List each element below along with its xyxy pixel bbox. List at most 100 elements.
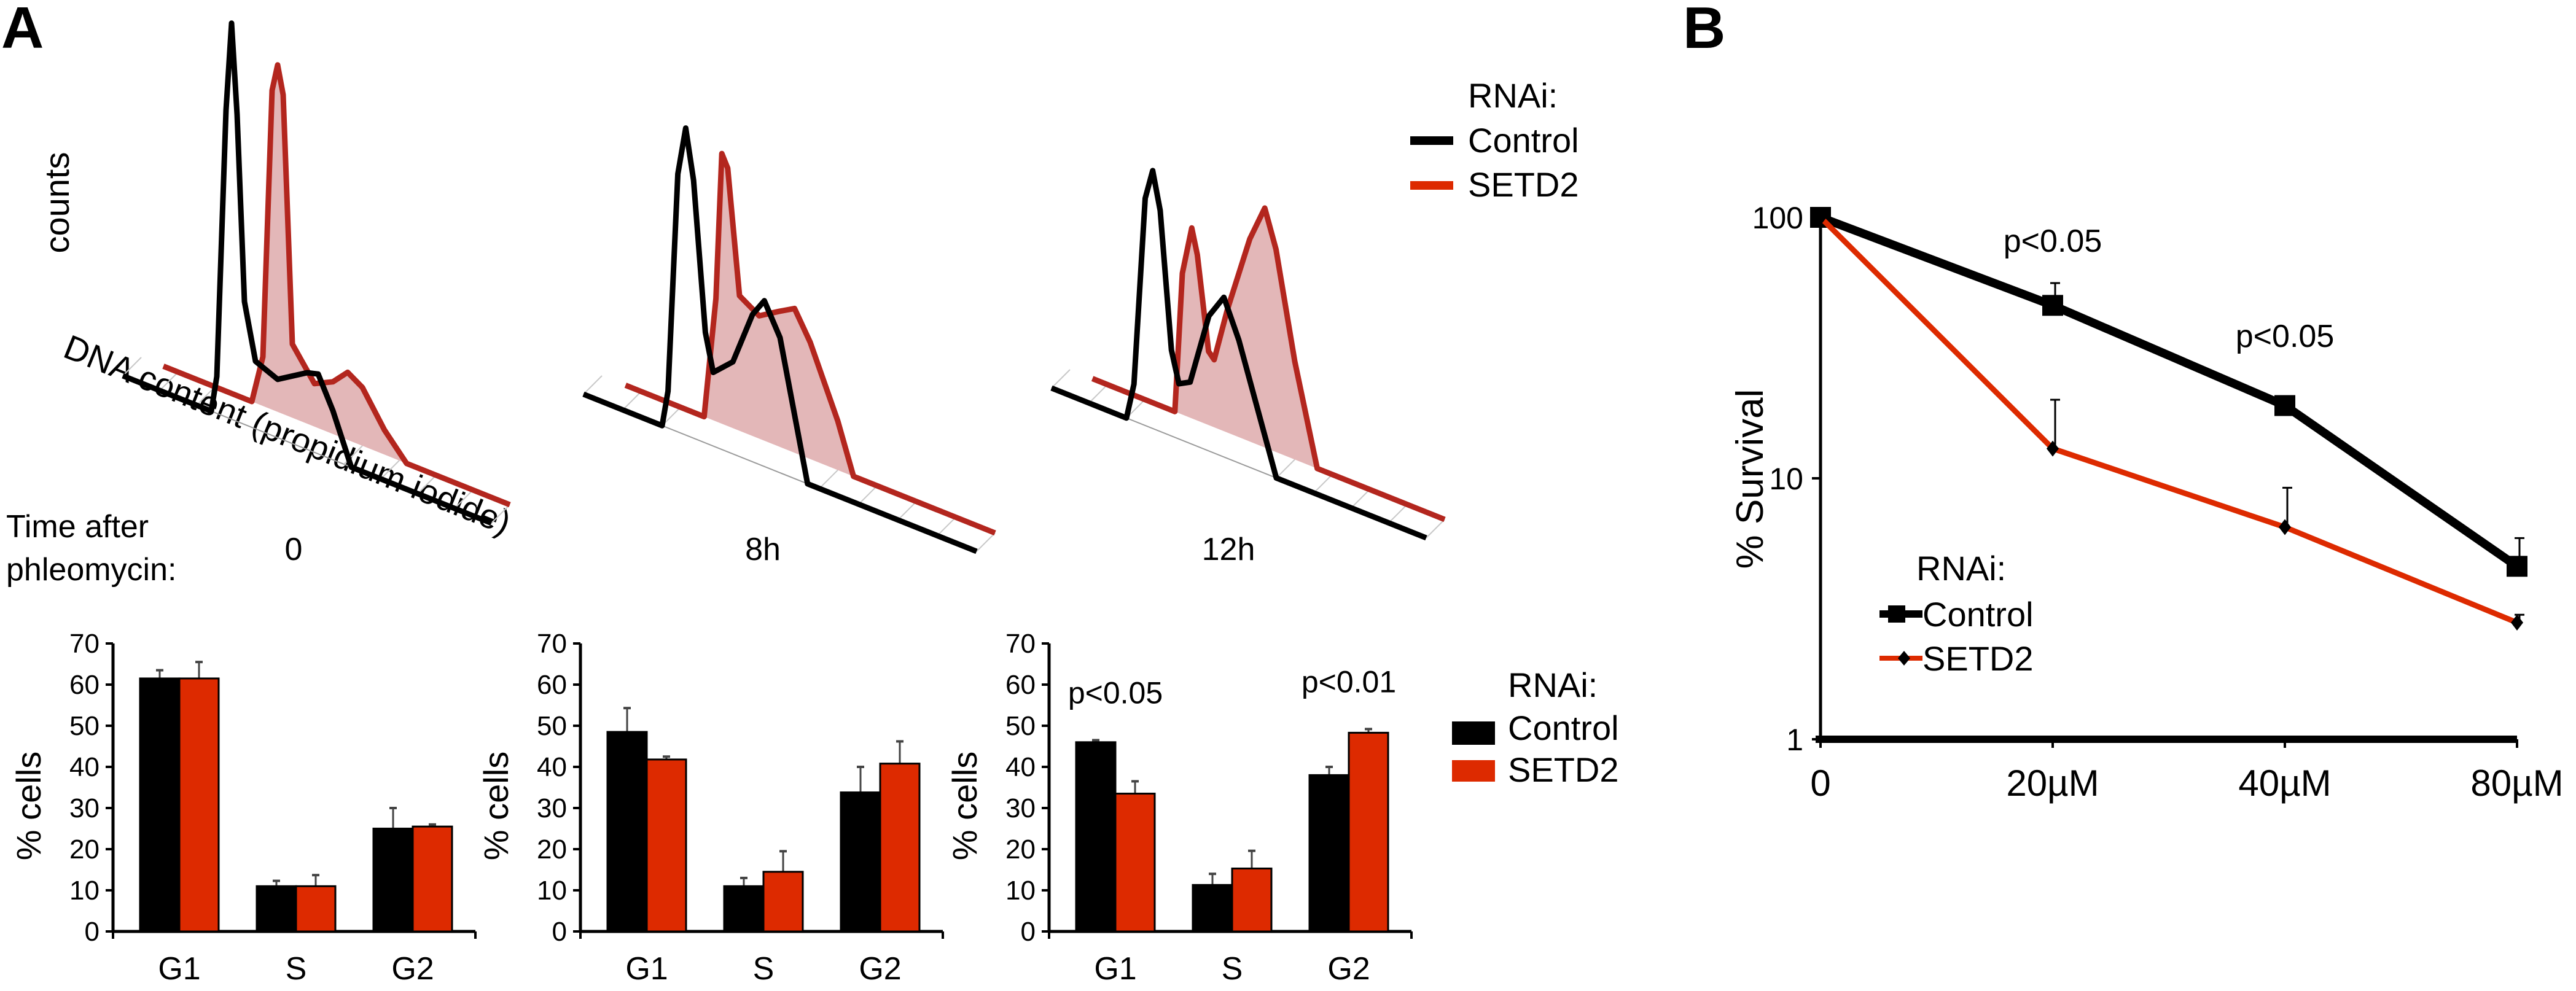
bar-chart-12h: 0 10 20 30 40 50 60 70 % cells G1 S G2 p<0.05 p<0.01 — [945, 629, 1413, 987]
survival-marker-square-icon — [2274, 395, 2295, 416]
survival-x-tick-label: 20µM — [2006, 763, 2099, 804]
histogram-3 — [1050, 168, 1446, 541]
bar-y-tick-label: 50 — [537, 711, 567, 741]
survival-marker-diamond-icon — [2279, 519, 2291, 535]
survival-marker-diamond-icon — [2511, 614, 2523, 631]
bar-y-tick-label: 60 — [537, 670, 567, 700]
bar-y-axis-label: % cells — [945, 752, 984, 860]
bar-y-tick-label: 40 — [69, 752, 100, 782]
panel-label-a: A — [1, 0, 44, 61]
bar-y-tick-label: 20 — [537, 834, 567, 865]
bar-x-tick-label: G2 — [1327, 951, 1370, 987]
survival-y-tick-label: 100 — [1752, 201, 1803, 235]
bar-y-tick-label: 60 — [69, 670, 100, 700]
survival-significance-annotation: p<0.05 — [2236, 319, 2335, 354]
significance-annotation: p<0.05 — [1068, 675, 1163, 710]
bar-x-tick-label: G1 — [158, 951, 200, 987]
bar-legend-control: Control — [1508, 709, 1619, 747]
survival-line-setd2 — [1818, 215, 2518, 626]
survival-chart: % Survival RNAi: Control SETD2 1 10 100 0 20… — [1729, 201, 2564, 804]
bar-y-tick-label: 20 — [1005, 834, 1036, 865]
bar-legend-swatch-setd2 — [1452, 760, 1495, 782]
bar-x-tick-label: G2 — [859, 951, 901, 987]
survival-legend-diamond-marker-icon — [1898, 651, 1910, 666]
survival-x-tick-label: 0 — [1810, 763, 1830, 804]
histogram-grid-line — [417, 475, 437, 494]
survival-line-control — [1819, 213, 2519, 570]
bar-control-g2 — [1308, 774, 1350, 933]
histogram-legend-control: Control — [1468, 121, 1579, 160]
histogram-setd2-trace — [162, 62, 511, 508]
bar-legend-setd2: SETD2 — [1508, 750, 1619, 789]
bar-setd2-g2 — [879, 763, 921, 933]
timepoint-12h: 12h — [1202, 532, 1255, 567]
bar-y-axis-label: % cells — [9, 752, 48, 860]
histogram-setd2-trace — [624, 150, 996, 536]
bar-y-tick-label: 30 — [69, 793, 100, 823]
histogram-setd2-fill — [1092, 208, 1445, 519]
time-label-line2: phleomycin: — [6, 552, 176, 588]
bar-chart-8h: 0 10 20 30 40 50 60 70 % cells G1 S G2 — [477, 629, 944, 987]
timepoint-8h: 8h — [745, 532, 781, 567]
survival-marker-square-icon — [2042, 295, 2063, 316]
bar-setd2-g1 — [178, 677, 220, 933]
histogram-grid-line — [1088, 384, 1108, 404]
histogram-grid-line — [122, 357, 142, 376]
bar-x-tick-label: G1 — [1094, 951, 1136, 987]
panel-label-b: B — [1683, 0, 1725, 61]
bar-control-g1 — [1075, 741, 1117, 933]
bar-control-g2 — [372, 828, 414, 933]
bar-y-tick-label: 70 — [537, 629, 567, 659]
bar-legend-title: RNAi: — [1508, 666, 1598, 704]
histogram-y-label: counts — [37, 152, 76, 254]
survival-marker-square-icon — [2507, 556, 2527, 577]
bar-x-tick-label: S — [1222, 951, 1243, 987]
histogram-grid-line — [1388, 503, 1408, 524]
bar-y-tick-label: 30 — [537, 793, 567, 823]
histogram-legend-setd2: SETD2 — [1468, 165, 1579, 204]
histogram-control-trace — [582, 125, 978, 554]
bar-y-tick-label: 40 — [537, 752, 567, 782]
histogram-grid-line — [583, 375, 603, 395]
histogram-grid-line — [380, 460, 400, 480]
histogram-grid-line — [976, 532, 996, 552]
bar-control-g2 — [840, 791, 881, 933]
histogram-grid-line — [1351, 489, 1370, 508]
survival-y-tick-label: 10 — [1769, 462, 1803, 496]
bar-y-tick-label: 50 — [69, 711, 100, 741]
histogram-2 — [582, 125, 996, 554]
bar-x-tick-label: S — [753, 951, 775, 987]
bar-control-s — [1192, 884, 1233, 933]
bar-y-tick-label: 70 — [69, 629, 100, 659]
survival-legend-control: Control — [1922, 595, 2034, 634]
bar-setd2-s — [1231, 867, 1273, 933]
histogram-legend: RNAi: Control SETD2 — [1410, 76, 1579, 204]
histogram-grid-line — [1313, 474, 1333, 494]
significance-annotation: p<0.01 — [1302, 664, 1396, 699]
histogram-grid-line — [454, 489, 474, 509]
bar-y-tick-label: 0 — [85, 917, 100, 947]
histogram-legend-title: RNAi: — [1468, 76, 1558, 115]
bar-y-tick-label: 50 — [1005, 711, 1036, 741]
survival-x-tick-label: 40µM — [2238, 763, 2331, 804]
bar-x-tick-label: S — [286, 951, 307, 987]
survival-marker-diamond-icon — [1814, 209, 1827, 225]
histogram-grid-line — [491, 504, 510, 524]
bar-y-tick-label: 70 — [1005, 629, 1036, 659]
time-label-line1: Time after — [6, 509, 149, 545]
bar-y-tick-label: 30 — [1005, 793, 1036, 823]
bar-y-tick-label: 0 — [1021, 917, 1036, 947]
survival-y-tick-label: 1 — [1786, 723, 1803, 757]
bar-y-axis-label: % cells — [477, 752, 515, 860]
survival-legend-square-marker-icon — [1888, 605, 1905, 623]
histogram-grid-line — [819, 469, 838, 489]
bar-setd2-g2 — [412, 825, 453, 933]
bar-x-tick-label: G1 — [625, 951, 668, 987]
histogram-control-trace — [122, 20, 493, 526]
bar-control-s — [723, 885, 765, 933]
histogram-setd2-trace — [1091, 205, 1446, 523]
bar-setd2-s — [295, 885, 337, 933]
survival-marker-diamond-icon — [2047, 440, 2059, 457]
dna-content-histograms: counts DNA content (propidium iodide) — [37, 20, 1446, 554]
bar-legend-swatch-control — [1452, 721, 1495, 745]
